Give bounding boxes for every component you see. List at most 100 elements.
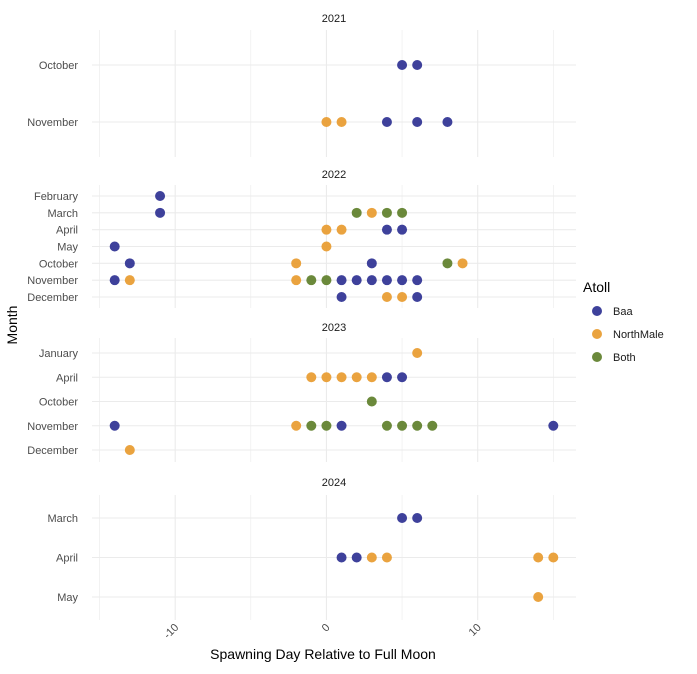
x-axis: -10 0 10 <box>162 622 484 642</box>
data-point-baa <box>381 224 392 235</box>
y-tick-label: March <box>47 208 78 220</box>
data-point-baa <box>412 60 423 70</box>
y-tick-label: December <box>27 292 78 304</box>
data-point-baa <box>397 513 408 523</box>
data-point-baa <box>442 117 453 127</box>
y-tick-label: December <box>27 445 78 457</box>
data-point-both <box>427 420 438 431</box>
data-point-northmale <box>124 275 135 286</box>
y-tick-label: April <box>56 553 78 565</box>
data-point-northmale <box>351 372 362 383</box>
y-tick-label: April <box>56 372 78 384</box>
data-point-northmale <box>306 372 317 383</box>
data-point-northmale <box>548 552 559 563</box>
data-point-northmale <box>321 117 332 127</box>
data-point-both <box>306 275 317 286</box>
x-tick-label: 10 <box>467 622 484 639</box>
legend-item-northmale: NorthMale <box>592 329 664 341</box>
legend-swatch <box>592 329 602 339</box>
data-point-baa <box>155 207 166 218</box>
facet-panel-2023: 2023 January April October November December <box>27 322 576 462</box>
x-axis-title: Spawning Day Relative to Full Moon <box>210 646 436 662</box>
data-point-northmale <box>291 258 302 269</box>
data-point-northmale <box>381 552 392 563</box>
data-point-northmale <box>336 224 347 235</box>
data-point-both <box>381 420 392 431</box>
legend-swatch <box>592 352 602 362</box>
facet-title: 2021 <box>322 13 346 25</box>
data-point-baa <box>109 241 120 252</box>
data-point-both <box>442 258 453 269</box>
data-point-baa <box>366 275 377 286</box>
legend-label: Baa <box>613 306 633 318</box>
data-point-baa <box>412 513 423 523</box>
data-point-both <box>351 207 362 218</box>
facet-title: 2024 <box>322 477 346 489</box>
data-point-both <box>321 420 332 431</box>
y-tick-label: March <box>47 513 78 525</box>
data-point-northmale <box>457 258 468 269</box>
legend-swatch <box>592 306 602 316</box>
facet-title: 2022 <box>322 169 346 181</box>
data-point-baa <box>412 275 423 286</box>
data-point-both <box>412 420 423 431</box>
facet-title: 2023 <box>322 322 346 334</box>
y-axis-title: Month <box>4 306 20 345</box>
legend-item-baa: Baa <box>592 306 633 318</box>
data-point-northmale <box>321 372 332 383</box>
data-point-both <box>306 420 317 431</box>
facet-panel-2024: 2024 March April May <box>47 477 576 620</box>
legend-item-both: Both <box>592 352 636 364</box>
data-point-baa <box>397 224 408 235</box>
data-point-northmale <box>366 372 377 383</box>
data-point-northmale <box>366 552 377 563</box>
data-point-baa <box>381 117 392 127</box>
data-point-baa <box>412 292 423 302</box>
data-point-northmale <box>366 207 377 218</box>
y-tick-label: November <box>27 421 78 433</box>
data-point-northmale <box>321 241 332 252</box>
data-point-baa <box>366 258 377 269</box>
data-point-baa <box>155 191 166 201</box>
data-point-northmale <box>533 552 544 563</box>
x-tick-label: -10 <box>162 622 182 642</box>
data-point-baa <box>351 552 362 563</box>
data-point-baa <box>336 292 347 302</box>
y-tick-label: October <box>39 60 78 72</box>
y-tick-label: November <box>27 275 78 287</box>
facet-panel-2022: 2022 February March April May October November… <box>27 169 576 308</box>
data-point-northmale <box>124 445 135 455</box>
legend-label: NorthMale <box>613 329 664 341</box>
data-point-baa <box>397 275 408 286</box>
data-point-northmale <box>412 348 423 358</box>
data-point-baa <box>381 275 392 286</box>
y-tick-label: October <box>39 397 78 409</box>
data-point-baa <box>336 275 347 286</box>
data-point-baa <box>548 420 559 431</box>
x-tick-label: 0 <box>320 622 333 635</box>
data-point-both <box>397 420 408 431</box>
data-point-both <box>397 207 408 218</box>
data-point-baa <box>412 117 423 127</box>
y-tick-label: May <box>57 242 78 254</box>
data-point-baa <box>351 275 362 286</box>
data-point-baa <box>336 552 347 563</box>
y-tick-label: February <box>34 191 79 203</box>
y-tick-label: January <box>39 348 79 360</box>
data-point-both <box>321 275 332 286</box>
data-point-northmale <box>291 420 302 431</box>
data-point-baa <box>336 420 347 431</box>
facet-panel-2021: 2021 October November <box>27 13 576 157</box>
legend: Atoll Baa NorthMale Both <box>583 279 664 364</box>
data-point-baa <box>109 420 120 431</box>
legend-title: Atoll <box>583 279 610 295</box>
legend-label: Both <box>613 352 636 364</box>
data-point-northmale <box>321 224 332 235</box>
data-point-baa <box>381 372 392 383</box>
data-point-northmale <box>397 292 408 302</box>
data-point-baa <box>109 275 120 286</box>
data-point-baa <box>124 258 135 269</box>
y-tick-label: November <box>27 117 78 129</box>
y-tick-label: April <box>56 225 78 237</box>
